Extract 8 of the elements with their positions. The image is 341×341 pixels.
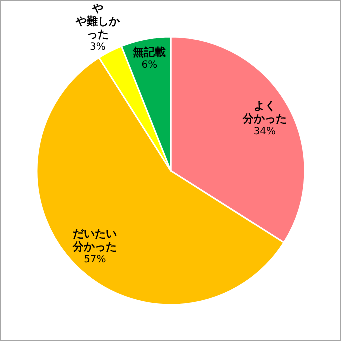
slice-label: やや難しかった bbox=[74, 2, 121, 41]
slice-label: 無記載 bbox=[132, 46, 168, 60]
data-label: 57% bbox=[83, 253, 108, 266]
slice-label: よく分かった bbox=[242, 100, 288, 126]
data-label: 3% bbox=[89, 40, 107, 54]
slice-label: だいたい分かった bbox=[72, 227, 118, 254]
data-label: 34% bbox=[252, 126, 278, 139]
data-label: 6% bbox=[140, 59, 159, 72]
